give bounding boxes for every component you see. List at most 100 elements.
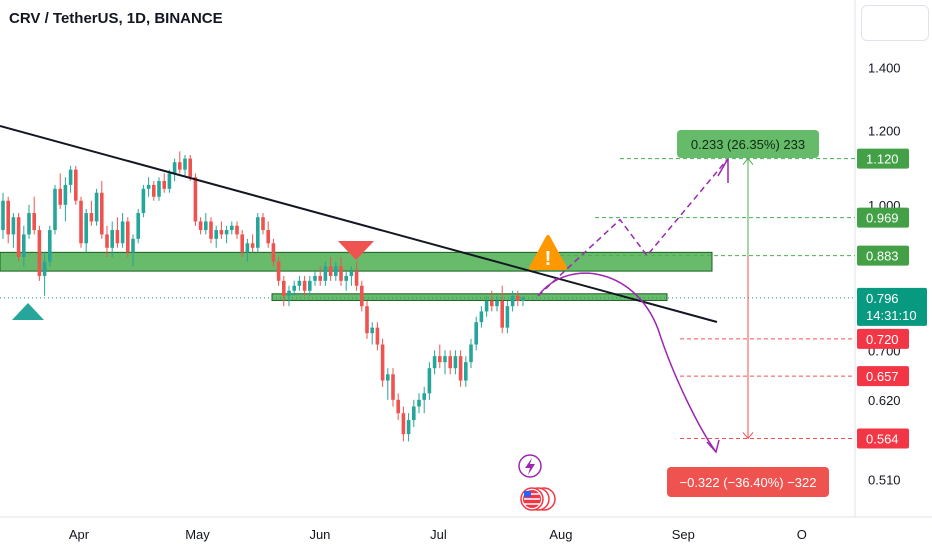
candle-body xyxy=(1,200,5,231)
candle-body xyxy=(443,356,447,363)
candle-body xyxy=(32,213,36,231)
buy-signal-triangle-icon xyxy=(12,303,44,320)
candle-body xyxy=(58,188,62,205)
candle-body xyxy=(505,306,510,328)
y-tick-label: 0.510 xyxy=(868,472,901,487)
candle-body xyxy=(344,275,348,281)
warning-icon: ! xyxy=(529,235,567,270)
us-flag-event-icon xyxy=(520,487,556,511)
candle-body xyxy=(292,285,296,291)
candle-body xyxy=(167,173,172,189)
candle-body xyxy=(375,327,380,345)
candle-body xyxy=(412,406,416,421)
candle-body xyxy=(16,217,21,257)
warning-triangle xyxy=(529,235,567,270)
candle-body xyxy=(386,374,390,381)
candle-body xyxy=(318,275,322,281)
candle-body xyxy=(53,188,57,231)
candle-body xyxy=(490,300,494,307)
candle-body xyxy=(271,243,276,262)
candle-body xyxy=(214,230,218,239)
candle-body xyxy=(438,356,442,363)
candle-body xyxy=(146,184,151,189)
x-tick-label: Apr xyxy=(69,527,90,542)
candle-body xyxy=(115,230,120,244)
candle-body xyxy=(406,420,411,435)
price-tag-text: 0.657 xyxy=(866,369,899,384)
target-down-box xyxy=(667,467,829,497)
target-up-text: 0.233 (26.35%) 233 xyxy=(691,137,805,152)
candle-body xyxy=(37,230,42,276)
candle-body xyxy=(235,225,239,235)
last-price-tag xyxy=(857,287,927,326)
candle-body xyxy=(219,230,224,235)
target-up-label: 0.233 (26.35%) 233 xyxy=(677,130,819,158)
candle-body xyxy=(110,230,114,248)
candle-countdown: 14:31:10 xyxy=(866,308,917,323)
candle-body xyxy=(89,213,94,222)
candle-body xyxy=(349,271,354,276)
candle-body xyxy=(380,344,385,381)
sell-signal-triangle-icon xyxy=(338,241,374,260)
candle-body xyxy=(94,192,99,222)
candle-body xyxy=(266,230,270,244)
bullish-arrowhead xyxy=(717,155,729,183)
price-tag-1.120 xyxy=(857,148,909,169)
target-up-box xyxy=(677,130,819,158)
candle-body xyxy=(276,261,281,281)
candle-body xyxy=(162,181,166,189)
price-tag-0.883 xyxy=(857,245,909,266)
flag-canton xyxy=(524,491,531,497)
candle-body xyxy=(63,184,68,205)
bearish-projection xyxy=(537,272,717,453)
lightning-bolt xyxy=(525,458,535,475)
target-down-label: −0.322 (−36.40%) −322 xyxy=(667,467,829,497)
candle-body xyxy=(516,295,520,301)
candle-body xyxy=(141,188,146,214)
candle-body xyxy=(427,368,432,394)
candle-body xyxy=(136,213,140,239)
candle-body xyxy=(250,243,255,248)
candle-body xyxy=(360,285,364,307)
candle-body xyxy=(510,295,515,307)
bullish-projection xyxy=(537,158,729,297)
target-down-text: −0.322 (−36.40%) −322 xyxy=(680,475,817,490)
price-tag-0.720 xyxy=(857,328,909,349)
candle-body xyxy=(474,322,478,345)
candle-body xyxy=(432,356,437,369)
x-tick-label: Jul xyxy=(430,527,447,542)
candle-body xyxy=(339,266,343,281)
candle-body xyxy=(422,393,426,400)
toolbar-button[interactable] xyxy=(861,5,929,41)
y-tick-label: 1.200 xyxy=(868,123,901,138)
candle-body xyxy=(453,356,458,369)
candle-body xyxy=(297,280,302,286)
last-price-value: 0.796 xyxy=(866,291,899,306)
candle-body xyxy=(479,311,484,323)
candle-body xyxy=(131,238,135,253)
candle-body xyxy=(401,413,406,435)
candle-body xyxy=(287,290,291,296)
candle-body xyxy=(365,306,369,334)
price-tag-text: 0.720 xyxy=(866,332,899,347)
x-tick-label: O xyxy=(797,527,807,542)
candle-body xyxy=(157,181,161,197)
candle-body xyxy=(417,399,421,407)
price-tag-text: 0.969 xyxy=(866,211,899,226)
candle-body xyxy=(48,230,52,262)
price-tag-text: 1.120 xyxy=(866,152,899,167)
candle-body xyxy=(354,271,359,286)
candle-body xyxy=(396,399,400,414)
candle-body xyxy=(105,234,109,248)
x-tick-label: Aug xyxy=(549,527,572,542)
price-tag-text: 0.564 xyxy=(866,431,899,446)
candle-body xyxy=(22,234,26,257)
price-tag-0.969 xyxy=(857,207,909,228)
measure-up-arrow xyxy=(742,157,754,165)
candle-body xyxy=(500,300,504,328)
candle-body xyxy=(100,192,104,235)
candle-body xyxy=(334,266,338,276)
candle-body xyxy=(469,344,473,363)
candle-body xyxy=(68,169,73,185)
